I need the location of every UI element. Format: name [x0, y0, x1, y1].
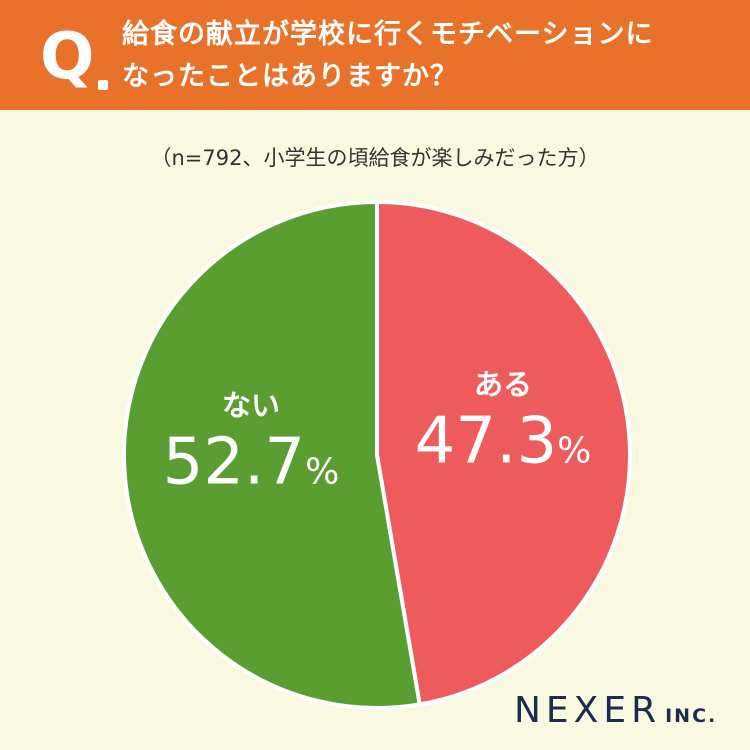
question-text: 給食の献立が学校に行くモチベーションに なったことはありますか？ — [122, 14, 732, 98]
nexer-logo: NEXER INC. — [514, 690, 717, 731]
slice-label-1: ない — [222, 389, 280, 423]
question-line-1: 給食の献立が学校に行くモチベーションに — [122, 19, 654, 50]
q-dot — [98, 80, 108, 90]
slice-value-0: 47.3% — [415, 404, 592, 478]
logo-sub-text: INC. — [665, 705, 718, 727]
question-line-2: なったことはありますか？ — [122, 61, 458, 92]
q-mark: Q — [40, 18, 118, 96]
slice-value-1: 52.7% — [163, 426, 340, 500]
q-letter: Q — [40, 20, 95, 94]
header-banner: Q 給食の献立が学校に行くモチベーションに なったことはありますか？ — [0, 0, 750, 110]
pie-slice-0 — [375, 200, 632, 707]
logo-main-text: NEXER — [514, 690, 662, 731]
pie-slice-1 — [122, 200, 422, 710]
slice-label-0: ある — [474, 367, 532, 401]
chart-subtitle: （n=792、小学生の頃給食が楽しみだった方） — [150, 146, 600, 170]
